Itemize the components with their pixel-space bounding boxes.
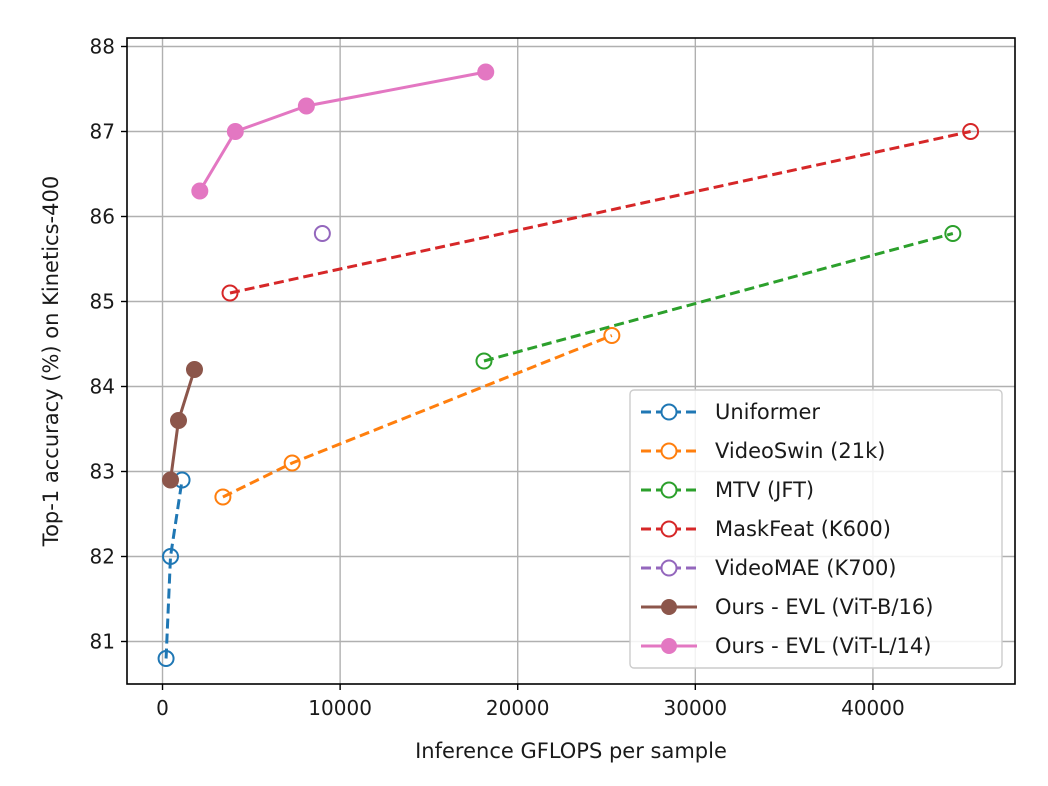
data-point xyxy=(477,63,495,81)
data-point xyxy=(962,123,980,140)
legend-marker xyxy=(660,481,678,499)
x-axis-label: Inference GFLOPS per sample xyxy=(415,739,727,763)
series-6 xyxy=(191,63,495,200)
grid xyxy=(127,38,1015,684)
data-point xyxy=(185,361,203,378)
data-point xyxy=(170,412,188,429)
series-line xyxy=(229,130,971,295)
data-point xyxy=(162,471,180,489)
data-point xyxy=(944,225,962,242)
series-layer xyxy=(157,63,980,667)
legend-entry: VideoMAE (K700) xyxy=(641,556,897,580)
y-tick-label: 87 xyxy=(90,120,115,144)
legend-entry: MTV (JFT) xyxy=(641,478,814,502)
series-1 xyxy=(214,327,621,506)
series-5 xyxy=(162,361,203,489)
data-point xyxy=(283,454,301,472)
series-line xyxy=(222,334,613,499)
data-point xyxy=(221,284,239,302)
legend-label: MTV (JFT) xyxy=(715,478,814,502)
series-4 xyxy=(313,225,331,242)
series-line xyxy=(198,70,487,192)
legend-marker xyxy=(661,599,677,615)
x-tick-label: 0 xyxy=(156,696,169,720)
data-point xyxy=(226,123,244,140)
legend-entry: Ours - EVL (ViT-L/14) xyxy=(641,634,931,658)
legend: Uniformer VideoSwin (21k) MTV (JFT) MaskFea… xyxy=(629,389,1003,669)
plot-frame xyxy=(126,37,1016,685)
legend-marker xyxy=(660,559,678,577)
series-2 xyxy=(475,225,962,370)
series-line xyxy=(164,479,184,659)
legend-label: VideoMAE (K700) xyxy=(715,556,897,580)
ticks: 0 10000 20000 30000 40000 81 82 83 84 85 86 87 88 xyxy=(90,35,905,721)
legend-entry: Uniformer xyxy=(641,400,820,424)
legend-entry: VideoSwin (21k) xyxy=(641,439,885,463)
legend-marker xyxy=(661,638,677,654)
y-tick-label: 86 xyxy=(90,205,115,229)
legend-marker xyxy=(660,442,678,460)
data-point xyxy=(214,488,232,506)
y-axis-label: Top-1 accuracy (%) on Kinetics-400 xyxy=(39,176,63,547)
legend-entry: Ours - EVL (ViT-B/16) xyxy=(641,595,933,619)
legend-label: Ours - EVL (ViT-B/16) xyxy=(715,595,933,619)
legend-label: Uniformer xyxy=(715,400,820,424)
data-point xyxy=(297,97,315,115)
data-point xyxy=(162,548,180,565)
x-tick-label: 30000 xyxy=(664,696,728,720)
legend-label: MaskFeat (K600) xyxy=(715,517,891,541)
data-point xyxy=(191,182,209,200)
data-point xyxy=(603,327,621,344)
legend-label: VideoSwin (21k) xyxy=(715,439,885,463)
x-tick-label: 20000 xyxy=(486,696,550,720)
series-line xyxy=(483,232,954,363)
x-tick-label: 10000 xyxy=(308,696,372,720)
y-tick-label: 85 xyxy=(90,290,115,314)
data-point xyxy=(313,225,331,242)
x-tick-label: 40000 xyxy=(841,696,905,720)
y-tick-label: 84 xyxy=(90,375,115,399)
data-point xyxy=(475,352,493,370)
legend-marker xyxy=(660,520,678,538)
y-tick-label: 88 xyxy=(90,35,115,59)
data-point xyxy=(157,650,175,667)
y-tick-label: 83 xyxy=(90,460,115,484)
legend-label: Ours - EVL (ViT-L/14) xyxy=(715,634,931,658)
y-tick-label: 82 xyxy=(90,545,115,569)
legend-box xyxy=(629,389,1003,669)
legend-marker xyxy=(660,403,678,421)
series-3 xyxy=(221,123,980,302)
y-tick-label: 81 xyxy=(90,630,115,654)
legend-entry: MaskFeat (K600) xyxy=(641,517,891,541)
